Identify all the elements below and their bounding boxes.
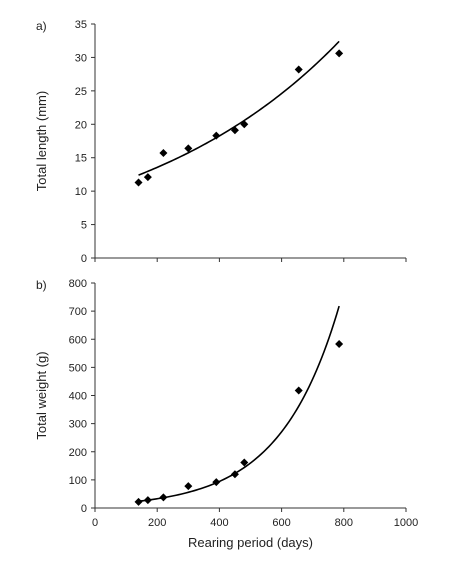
y-tick-label: 30 [75,52,87,64]
y-tick-label: 10 [75,186,87,198]
data-point [294,65,303,74]
x-tick-label: 1000 [394,517,418,529]
y-tick-label: 400 [69,391,87,403]
y-tick-label: 20 [75,119,87,131]
trendline [138,305,340,503]
data-point [230,126,239,135]
y-tick-label: 35 [75,19,87,31]
panel-label: a) [36,19,47,33]
data-point [212,478,221,487]
x-tick-label: 400 [210,517,228,529]
y-tick-label: 600 [69,334,87,346]
x-axis-title: Rearing period (days) [188,535,313,550]
data-point [184,144,193,153]
data-point [230,470,239,479]
x-tick-label: 0 [92,517,98,529]
y-tick-label: 800 [69,278,87,290]
y-axis-title: Total length (mm) [34,91,49,191]
data-point [134,178,143,187]
y-tick-label: 0 [81,253,87,265]
data-point [294,386,303,395]
data-point [184,482,193,491]
y-axis-title: Total weight (g) [34,351,49,439]
y-tick-label: 200 [69,447,87,459]
data-point [143,496,152,505]
y-tick-label: 25 [75,86,87,98]
data-point [143,173,152,182]
data-point [212,131,221,140]
data-point [134,497,143,506]
y-tick-label: 100 [69,475,87,487]
panel-label: b) [36,278,47,292]
y-tick-label: 700 [69,306,87,318]
x-tick-label: 600 [272,517,290,529]
data-point [240,120,249,129]
data-point [335,340,344,349]
y-tick-label: 15 [75,153,87,165]
x-tick-label: 800 [335,517,353,529]
y-tick-label: 5 [81,220,87,232]
y-tick-label: 0 [81,503,87,515]
x-tick-label: 200 [148,517,166,529]
data-point [159,149,168,158]
trendline [138,40,340,176]
data-point [159,493,168,502]
panel-a: a) 0 5 10 15 20 25 30 35 Total length (mm) [34,19,407,265]
y-tick-label: 500 [69,362,87,374]
y-tick-label: 300 [69,419,87,431]
data-point [335,49,344,58]
data-point [240,458,249,467]
panel-b: b) 0 100 200 300 400 500 600 700 800 0 200 400 600 800… [34,278,418,550]
